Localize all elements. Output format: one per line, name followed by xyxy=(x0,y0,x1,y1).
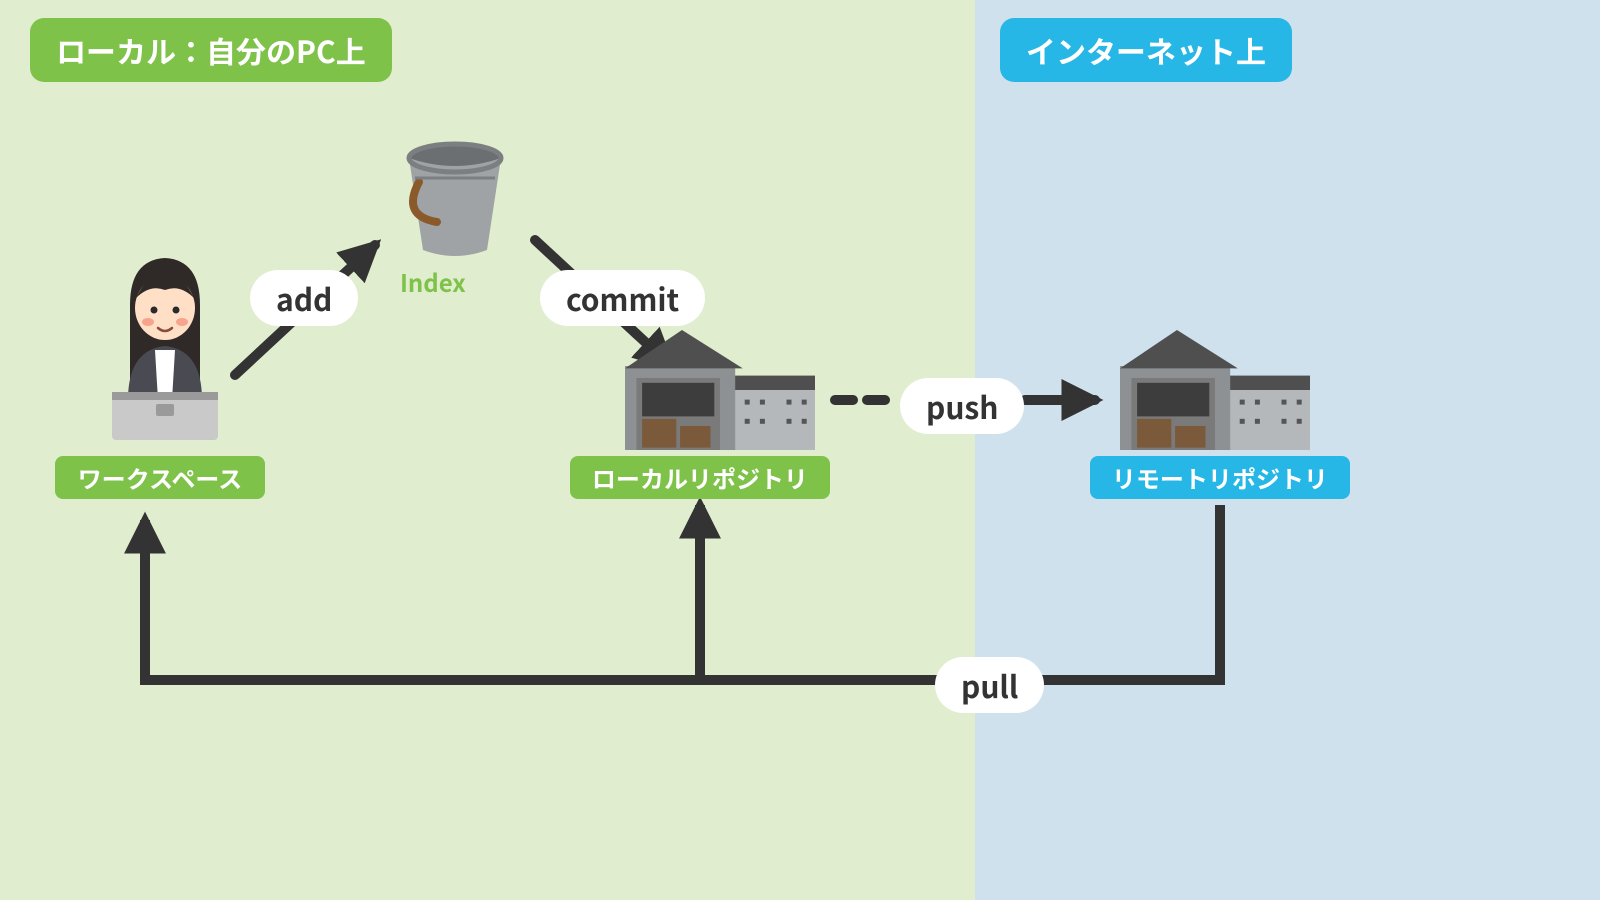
cmd-push-pill: push xyxy=(900,378,1024,434)
warehouse-local-icon xyxy=(625,330,815,455)
cmd-add-pill: add xyxy=(250,270,358,326)
person-at-laptop-icon xyxy=(100,250,230,445)
cmd-commit-pill: commit xyxy=(540,270,705,326)
workspace-label: ワークスペース xyxy=(55,456,265,499)
index-label: Index xyxy=(400,264,466,299)
warehouse-remote-icon xyxy=(1120,330,1310,455)
local-repo-label: ローカルリポジトリ xyxy=(570,456,830,499)
local-header: ローカル：自分のPC上 xyxy=(30,18,392,82)
remote-header: インターネット上 xyxy=(1000,18,1292,82)
remote-repo-label: リモートリポジトリ xyxy=(1090,456,1350,499)
bucket-icon xyxy=(395,130,515,265)
cmd-pull-pill: pull xyxy=(935,657,1044,713)
